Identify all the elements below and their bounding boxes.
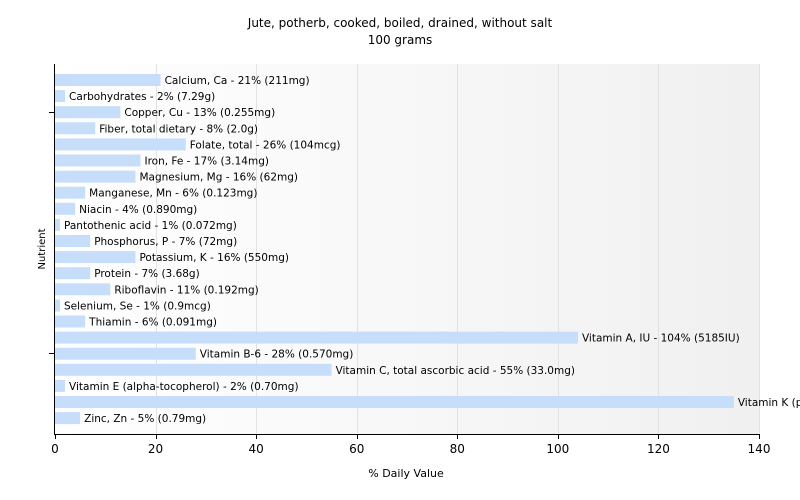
x-tick-label: 60 (349, 442, 364, 456)
bar-label: Pantothenic acid - 1% (0.072mg) (64, 220, 237, 232)
x-tick-label: 80 (450, 442, 465, 456)
x-tick-label: 120 (647, 442, 670, 456)
bar-labels: Calcium, Ca - 21% (211mg) Carbohydrates -… (64, 75, 800, 425)
bar-label: Folate, total - 26% (104mcg) (190, 139, 341, 151)
bar (55, 74, 161, 86)
bar (55, 138, 186, 151)
bar-label: Fiber, total dietary - 8% (2.0g) (99, 123, 258, 135)
bar-label: Vitamin K (phylloquinone) - 135% (108.0m… (738, 397, 800, 409)
bar-label: Carbohydrates - 2% (7.29g) (69, 91, 215, 103)
bar (55, 122, 96, 135)
bar-label: Phosphorus, P - 7% (72mg) (94, 236, 237, 248)
bar-label: Iron, Fe - 17% (3.14mg) (144, 156, 268, 168)
bar-label: Riboflavin - 11% (0.192mg) (114, 284, 258, 296)
bar (55, 106, 121, 119)
bar-label: Potassium, K - 16% (550mg) (139, 252, 289, 264)
bar-label: Vitamin B-6 - 28% (0.570mg) (200, 349, 354, 361)
bar (55, 331, 578, 344)
bar (55, 218, 61, 231)
bar-label: Selenium, Se - 1% (0.9mcg) (64, 300, 211, 312)
bar-label: Calcium, Ca - 21% (211mg) (165, 75, 310, 87)
bar-label: Protein - 7% (3.68g) (94, 268, 200, 280)
y-axis-label: Nutrient (37, 228, 48, 269)
bar (55, 283, 111, 296)
axes (49, 64, 759, 435)
bar-label: Vitamin A, IU - 104% (5185IU) (582, 333, 740, 345)
bar-label: Thiamin - 6% (0.091mg) (88, 317, 217, 329)
x-axis-label: % Daily Value (368, 467, 444, 480)
bar-label: Vitamin E (alpha-tocopherol) - 2% (0.70m… (69, 381, 298, 393)
bar (55, 379, 66, 392)
bar-label: Magnesium, Mg - 16% (62mg) (139, 172, 298, 184)
x-tick-label: 100 (546, 442, 569, 456)
bar (55, 315, 86, 328)
x-tick-label: 20 (148, 442, 163, 456)
bar (55, 251, 136, 264)
bar-label: Manganese, Mn - 6% (0.123mg) (89, 188, 257, 200)
plot-background (55, 64, 759, 434)
x-tick-label: 140 (748, 442, 771, 456)
gridlines (156, 64, 760, 434)
bar (55, 363, 332, 376)
bar-label: Niacin - 4% (0.890mg) (79, 204, 197, 216)
bar (55, 267, 91, 280)
bar-label: Copper, Cu - 13% (0.255mg) (124, 107, 275, 119)
bar (55, 412, 81, 425)
chart-title: Jute, potherb, cooked, boiled, drained, … (247, 16, 553, 30)
bar (55, 235, 91, 247)
bar (55, 202, 76, 215)
x-axis-ticks: 0 20 40 60 80 100 120 140 (51, 434, 770, 456)
bar (55, 299, 61, 312)
bar (55, 347, 196, 360)
bar (55, 90, 66, 103)
bar-label: Vitamin C, total ascorbic acid - 55% (33… (336, 365, 575, 377)
bar (55, 186, 86, 199)
chart-subtitle: 100 grams (368, 33, 433, 47)
bar (55, 154, 141, 167)
bars (55, 74, 734, 425)
x-tick-label: 0 (51, 442, 59, 456)
x-tick-label: 40 (249, 442, 264, 456)
bar (55, 170, 136, 183)
bar-label: Zinc, Zn - 5% (0.79mg) (84, 413, 206, 425)
bar (55, 396, 734, 408)
